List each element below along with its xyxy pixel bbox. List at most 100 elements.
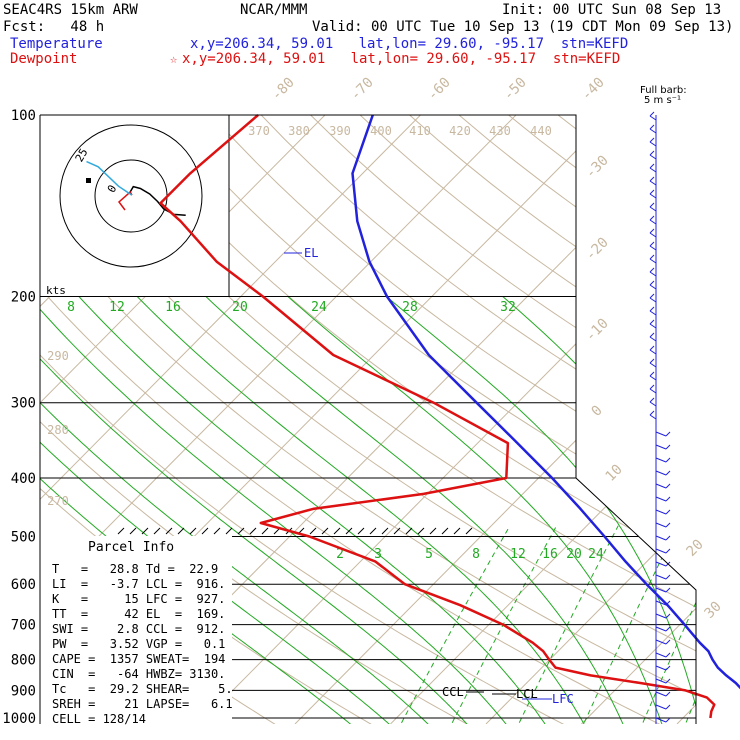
forecast-hour: Fcst: 48 h <box>3 19 105 35</box>
el-label: EL <box>304 246 318 260</box>
temperature-line <box>351 114 740 690</box>
parcel-info-row: CAPE = 1357 SWEAT= 194 <box>52 652 226 666</box>
isotherm-label: 10 <box>603 462 626 485</box>
wind-barb <box>649 232 657 238</box>
mixing-ratio-label: 8 <box>472 547 480 562</box>
wind-barb-flag <box>649 176 655 182</box>
dewpoint-legend-label: Dewpoint <box>10 51 78 67</box>
wind-barb <box>655 665 667 671</box>
wind-barb-flag <box>649 111 655 117</box>
hodograph-units: kts <box>46 284 66 297</box>
wind-barb-column <box>649 111 671 724</box>
wind-barb-flag <box>665 509 671 515</box>
wind-barb-flag <box>665 704 671 710</box>
temperature-legend-label: Temperature <box>10 36 103 52</box>
hatch-mark <box>189 527 197 535</box>
isotherm-label: -50 <box>501 75 530 104</box>
hatch-mark <box>249 527 257 535</box>
parcel-info-row: SWI = 2.8 CCL = 912. <box>52 622 226 636</box>
parcel-info-row: TT = 42 EL = 169. <box>52 607 226 621</box>
wind-barb-flag <box>649 163 655 169</box>
wind-barb <box>649 401 657 407</box>
pressure-tick-label: 900 <box>11 683 36 699</box>
moist-adiabat-label: 12 <box>109 300 125 315</box>
parcel-info-row: PW = 3.52 VGP = 0.1 <box>52 637 226 651</box>
hatch-mark <box>201 527 209 535</box>
dry-adiabat-label: 420 <box>449 124 471 138</box>
hatch-mark <box>153 527 161 535</box>
wind-barb-flag <box>665 483 671 489</box>
wind-barb <box>649 323 657 329</box>
wind-barb <box>649 388 657 394</box>
ccl-label: CCL <box>442 685 464 699</box>
wind-barb <box>649 180 657 186</box>
wind-barb <box>655 613 667 619</box>
wind-barb <box>655 470 667 476</box>
wind-barb <box>649 362 657 368</box>
mixing-ratio-label: 3 <box>374 547 382 562</box>
mixing-ratio-label: 16 <box>542 547 558 562</box>
wind-barb <box>649 336 657 342</box>
wind-barb-flag <box>649 254 655 260</box>
hatch-mark <box>381 527 389 535</box>
hatch-mark <box>321 527 329 535</box>
pressure-tick-label: 600 <box>11 577 36 593</box>
parcel-info-row: Tc = 29.2 SHEAR= 5. <box>52 682 233 696</box>
dewpoint-marker-icon: ☆ <box>170 52 178 66</box>
barb-legend-line1: Full barb: <box>640 85 687 96</box>
moist-adiabat-line <box>136 296 589 724</box>
dry-adiabat-label: 370 <box>248 124 270 138</box>
hatch-mark <box>369 527 377 535</box>
pressure-tick-label: 200 <box>11 290 36 306</box>
dry-adiabat-label: 280 <box>47 423 69 437</box>
wind-barb-flag <box>649 189 655 195</box>
mixing-ratio-line <box>639 525 696 724</box>
temperature-trace <box>351 114 740 690</box>
wind-barb-flag <box>665 665 671 671</box>
wind-barb <box>649 414 657 420</box>
wind-barb-flag <box>665 587 671 593</box>
wind-barb-flag <box>649 410 655 416</box>
isotherm-line <box>676 115 696 724</box>
lfc-label: LFC <box>552 692 574 706</box>
mixing-ratio-label: 24 <box>588 547 604 562</box>
org-title: NCAR/MMM <box>240 2 308 18</box>
mixing-ratio-line <box>580 525 679 724</box>
wind-barb-flag <box>665 548 671 554</box>
hatch-mark <box>465 527 473 535</box>
wind-barb-flag <box>665 691 671 697</box>
hatch-mark <box>429 527 437 535</box>
wind-barb <box>649 271 657 277</box>
wind-barb <box>655 652 667 658</box>
dewpoint-line <box>159 114 716 719</box>
pressure-tick-label: 400 <box>11 471 36 487</box>
plot-frame <box>40 114 697 724</box>
wind-barb-flag <box>665 431 671 437</box>
hatch-mark <box>213 527 221 535</box>
temperature-legend-info: x,y=206.34, 59.01 lat,lon= 29.60, -95.17… <box>190 36 629 52</box>
mixing-ratio-line <box>447 525 557 724</box>
wind-barb-flag <box>665 639 671 645</box>
dry-adiabat-label: 400 <box>370 124 392 138</box>
hatch-mark <box>333 527 341 535</box>
mixing-ratio-label: 5 <box>425 547 433 562</box>
parcel-info-row: CELL = 128/14 <box>52 712 146 726</box>
wind-barb-flag <box>649 124 655 130</box>
moist-adiabat-line <box>287 296 665 724</box>
wind-barb-flag <box>649 293 655 299</box>
isotherm-label: -10 <box>583 316 612 345</box>
dry-adiabat-label: 380 <box>288 124 310 138</box>
isotherm-label: 0 <box>589 403 606 420</box>
dry-adiabat-line <box>260 115 696 724</box>
wind-barb-flag <box>665 717 671 723</box>
dry-adiabat-line <box>40 115 674 724</box>
wind-barb <box>655 431 667 437</box>
wind-barb <box>655 600 667 606</box>
dry-adiabat-label: 410 <box>409 124 431 138</box>
hatch-mark <box>237 527 245 535</box>
wind-barb <box>649 128 657 134</box>
wind-barb-flag <box>665 652 671 658</box>
wind-barb-flag <box>649 319 655 325</box>
dry-adiabat-line <box>112 115 696 724</box>
wind-barb <box>649 349 657 355</box>
